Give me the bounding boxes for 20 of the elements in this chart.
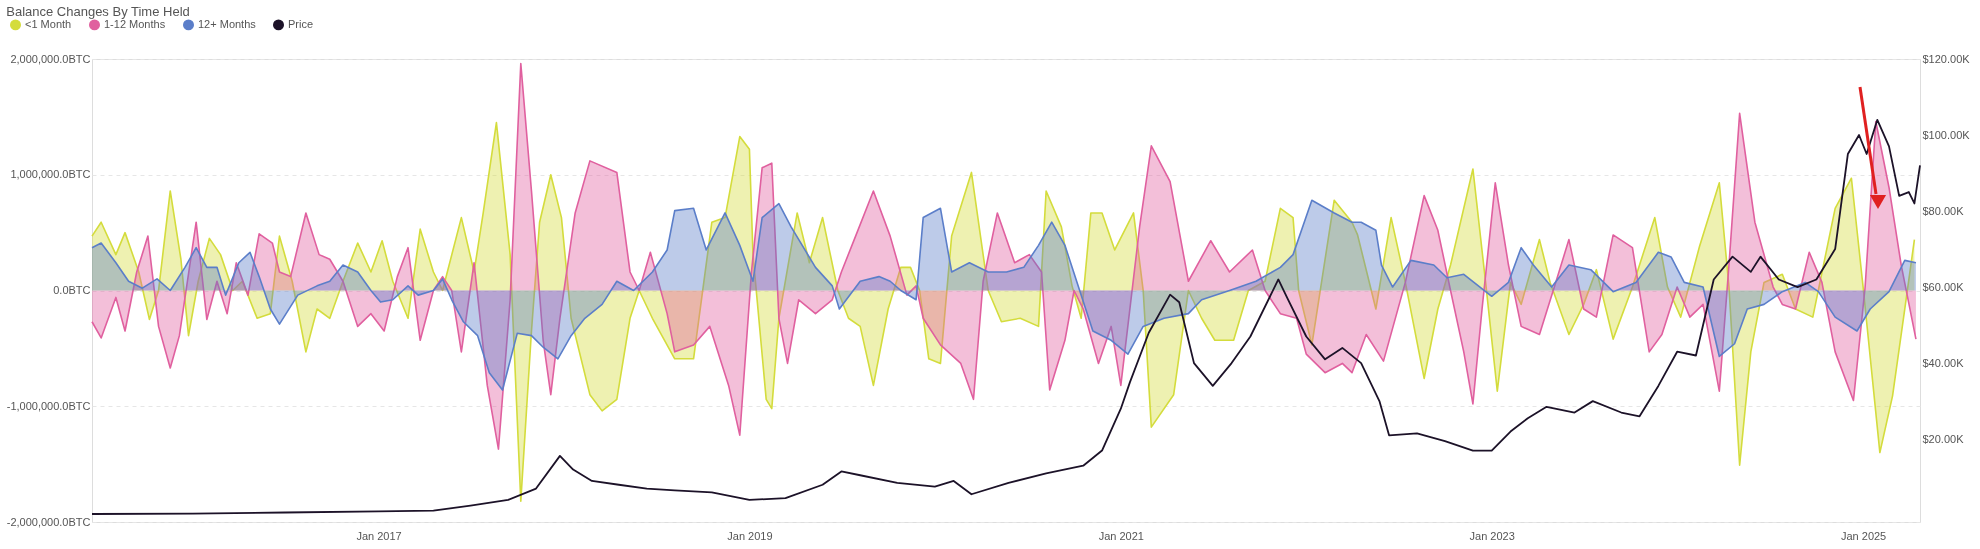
y-tick-label: 1,000,000.0BTC — [10, 168, 91, 181]
x-tick-label: Jan 2021 — [1098, 529, 1144, 542]
y2-tick-label: $60.00K — [1922, 280, 1965, 293]
legend-label: 12+ Months — [198, 17, 257, 30]
chart-title: Balance Changes By Time Held — [6, 4, 190, 19]
y2-tick-label: $20.00K — [1922, 432, 1965, 445]
y-tick-label: -1,000,000.0BTC — [6, 399, 91, 412]
legend-label: <1 Month — [25, 17, 72, 30]
y2-tick-label: $40.00K — [1922, 356, 1965, 369]
x-tick-label: Jan 2023 — [1469, 529, 1515, 542]
x-tick-label: Jan 2017 — [356, 529, 402, 542]
y2-tick-label: $80.00K — [1922, 204, 1965, 217]
y-tick-label: 2,000,000.0BTC — [10, 52, 91, 65]
y-tick-label: -2,000,000.0BTC — [6, 515, 91, 528]
y-tick-label: 0.0BTC — [53, 284, 91, 296]
y2-tick-label: $100.00K — [1922, 128, 1971, 141]
y2-tick-label: $120.00K — [1922, 52, 1971, 65]
legend-label: Price — [288, 17, 314, 30]
x-tick-label: Jan 2019 — [727, 529, 773, 542]
x-tick-label: Jan 2025 — [1840, 529, 1887, 542]
